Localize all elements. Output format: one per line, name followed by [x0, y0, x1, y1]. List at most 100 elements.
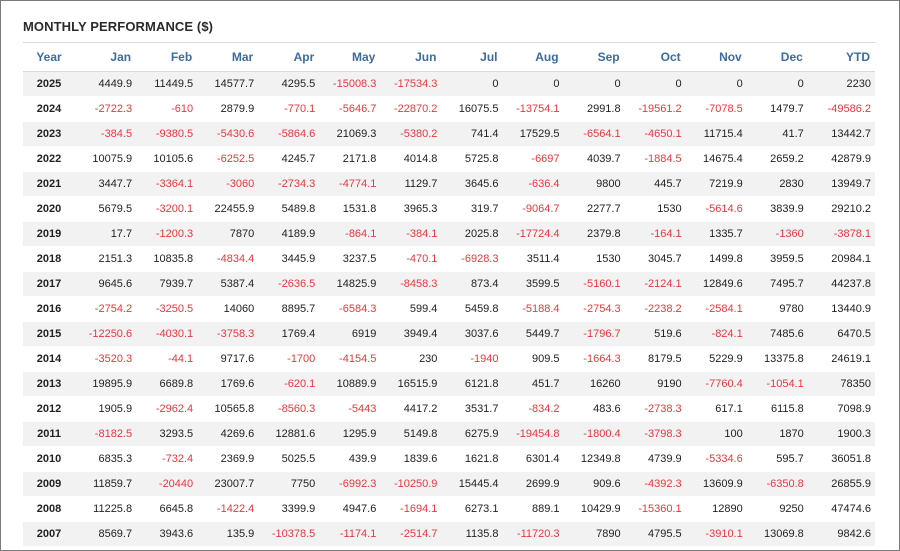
- value-cell: 4947.6: [319, 496, 381, 522]
- value-cell: 9780: [746, 296, 808, 322]
- value-cell: 9645.6: [75, 271, 137, 297]
- value-cell: 7098.9: [807, 396, 875, 422]
- value-cell: 3839.9: [746, 196, 808, 222]
- value-cell: -834.2: [502, 396, 564, 422]
- table-row: 2024 -2722.3 -610 2879.9 -770.1 -5646.7 -22870…: [23, 96, 875, 122]
- value-cell: 2991.8: [563, 96, 625, 122]
- year-cell: 2015: [23, 321, 76, 347]
- table-row: 2023 -384.5 -9380.5 -5430.6 -5864.6 21069.3 -5…: [23, 121, 875, 147]
- value-cell: -1884.5: [624, 146, 686, 172]
- value-cell: 10075.9: [75, 146, 137, 172]
- year-cell: 2012: [23, 396, 76, 422]
- value-cell: -4650.1: [624, 121, 686, 147]
- table-row: 2021 3447.7 -3364.1 -3060 -2734.3 -4774.1 1129…: [23, 171, 875, 197]
- year-cell: 2025: [23, 71, 76, 97]
- value-cell: -5614.6: [685, 196, 747, 222]
- value-cell: 10565.8: [197, 396, 259, 422]
- value-cell: 10835.8: [136, 246, 198, 272]
- value-cell: 47474.6: [807, 496, 875, 522]
- value-cell: -5864.6: [258, 121, 320, 147]
- value-cell: 5387.4: [197, 271, 259, 297]
- table-row: 2008 11225.8 6645.8 -1422.4 3399.9 4947.6 -169…: [23, 496, 875, 522]
- value-cell: 4795.5: [624, 521, 686, 547]
- value-cell: 319.7: [441, 196, 503, 222]
- value-cell: -470.1: [380, 246, 442, 272]
- value-cell: 9717.6: [197, 346, 259, 372]
- value-cell: 17529.5: [502, 121, 564, 147]
- value-cell: -1054.1: [746, 371, 808, 397]
- value-cell: 41.7: [746, 121, 808, 147]
- value-cell: 10105.6: [136, 146, 198, 172]
- value-cell: 14577.7: [197, 71, 259, 97]
- year-cell: 2007: [23, 521, 76, 547]
- value-cell: -2734.3: [258, 171, 320, 197]
- value-cell: 10429.9: [563, 496, 625, 522]
- value-cell: 1839.6: [380, 446, 442, 472]
- value-cell: -4392.3: [624, 471, 686, 497]
- value-cell: 7485.6: [746, 321, 808, 347]
- value-cell: 11449.5: [136, 71, 198, 97]
- value-cell: 439.9: [319, 446, 381, 472]
- value-cell: 13949.7: [807, 171, 875, 197]
- value-cell: 3399.9: [258, 496, 320, 522]
- value-cell: -3798.3: [624, 421, 686, 447]
- value-cell: 6470.5: [807, 321, 875, 347]
- value-cell: 20984.1: [807, 246, 875, 272]
- value-cell: 2879.9: [197, 96, 259, 122]
- value-cell: 3949.4: [380, 321, 442, 347]
- value-cell: -7760.4: [685, 371, 747, 397]
- table-row: 2016 -2754.2 -3250.5 14060 8895.7 -6584.3 599.…: [23, 296, 875, 322]
- value-cell: 0: [563, 71, 625, 97]
- value-cell: 3943.6: [136, 521, 198, 547]
- value-cell: 1479.7: [746, 96, 808, 122]
- value-cell: -5646.7: [319, 96, 381, 122]
- value-cell: 16515.9: [380, 371, 442, 397]
- year-cell: 2010: [23, 446, 76, 472]
- value-cell: 2230: [807, 71, 875, 97]
- value-cell: 23007.7: [197, 471, 259, 497]
- value-cell: 36051.8: [807, 446, 875, 472]
- value-cell: 1530: [563, 246, 625, 272]
- value-cell: 3293.5: [136, 421, 198, 447]
- value-cell: -5443: [319, 396, 381, 422]
- value-cell: 5489.8: [258, 196, 320, 222]
- value-cell: 2830: [746, 171, 808, 197]
- value-cell: 24619.1: [807, 346, 875, 372]
- table-row: 2007 8569.7 3943.6 135.9 -10378.5 -1174.1 -251…: [23, 521, 875, 547]
- value-cell: -2738.3: [624, 396, 686, 422]
- value-cell: -6252.5: [197, 146, 259, 172]
- table-body: 2025 4449.9 11449.5 14577.7 4295.5 -15008.3 -1…: [23, 71, 875, 547]
- value-cell: 889.1: [502, 496, 564, 522]
- year-cell: 2021: [23, 171, 76, 197]
- value-cell: -4834.4: [197, 246, 259, 272]
- value-cell: 4039.7: [563, 146, 625, 172]
- column-header-nov: Nov: [685, 42, 747, 72]
- value-cell: -11720.3: [502, 521, 564, 547]
- value-cell: 483.6: [563, 396, 625, 422]
- value-cell: 7890: [563, 521, 625, 547]
- value-cell: 7870: [197, 221, 259, 247]
- value-cell: 6645.8: [136, 496, 198, 522]
- value-cell: 1499.8: [685, 246, 747, 272]
- value-cell: -9380.5: [136, 121, 198, 147]
- year-cell: 2014: [23, 346, 76, 372]
- table-row: 2009 11859.7 -20440 23007.7 7750 -6992.3 -1025…: [23, 471, 875, 497]
- value-cell: -6350.8: [746, 471, 808, 497]
- year-cell: 2017: [23, 271, 76, 297]
- value-cell: 0: [746, 71, 808, 97]
- value-cell: -3910.1: [685, 521, 747, 547]
- value-cell: -5430.6: [197, 121, 259, 147]
- value-cell: 1530: [624, 196, 686, 222]
- year-cell: 2020: [23, 196, 76, 222]
- value-cell: 1769.6: [197, 371, 259, 397]
- value-cell: -3200.1: [136, 196, 198, 222]
- value-cell: -2514.7: [380, 521, 442, 547]
- value-cell: 2171.8: [319, 146, 381, 172]
- value-cell: 2369.9: [197, 446, 259, 472]
- value-cell: 2277.7: [563, 196, 625, 222]
- value-cell: -1800.4: [563, 421, 625, 447]
- value-cell: 4739.9: [624, 446, 686, 472]
- value-cell: 0: [624, 71, 686, 97]
- value-cell: -10250.9: [380, 471, 442, 497]
- value-cell: 5449.7: [502, 321, 564, 347]
